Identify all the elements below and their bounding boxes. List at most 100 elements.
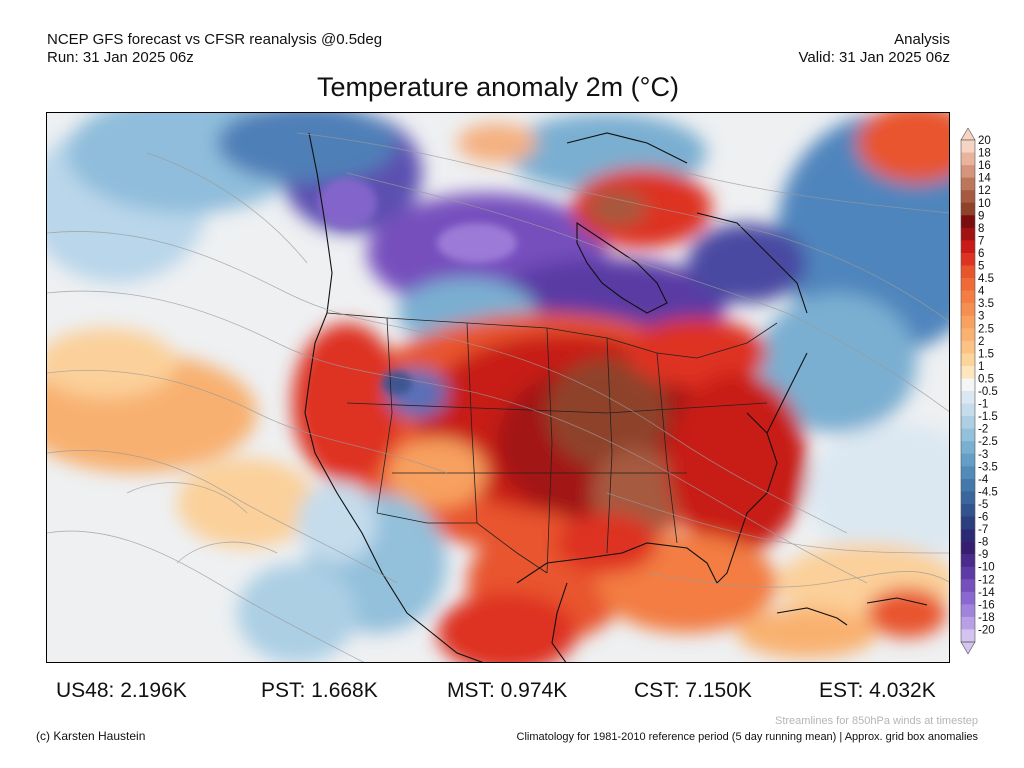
colorbar-tick-label: -5 [978, 499, 988, 511]
colorbar-tick-label: -8 [978, 537, 988, 549]
colorbar-tick-label: -14 [978, 587, 995, 599]
colorbar-tick-label: 2 [978, 336, 984, 348]
header-run-info: NCEP GFS forecast vs CFSR reanalysis @0.… [47, 31, 382, 67]
colorbar-swatch [961, 265, 975, 279]
stat-us48: US48: 2.196K [56, 679, 187, 702]
colorbar-swatch [961, 202, 975, 216]
stat-cst: CST: 7.150K [634, 679, 752, 702]
colorbar-swatch [961, 554, 975, 567]
colorbar-min-arrow [960, 641, 976, 654]
coastlines [304, 132, 928, 662]
analysis-label: Analysis [894, 31, 950, 48]
colorbar-tick-label: -3 [978, 449, 988, 461]
borders [326, 312, 778, 574]
colorbar-tick-label: -6 [978, 512, 988, 524]
colorbar-swatch [961, 303, 975, 316]
stat-pst: PST: 1.668K [261, 679, 378, 702]
colorbar-tick-label: 1.5 [978, 348, 994, 360]
colorbar-tick-label: 6 [978, 248, 984, 260]
colorbar-tick-label: 8 [978, 223, 984, 235]
colorbar-tick-label: 14 [978, 173, 991, 185]
colorbar-swatch [961, 177, 975, 191]
valid-time: Valid: 31 Jan 2025 06z [798, 49, 950, 66]
colorbar-tick-label: 18 [978, 148, 991, 160]
colorbar-swatch [961, 165, 975, 178]
model-description: NCEP GFS forecast vs CFSR reanalysis @0.… [47, 31, 383, 48]
colorbar-swatch [961, 140, 975, 153]
colorbar-legend: 201816141210987654.543.532.521.510.5-0.5… [960, 128, 998, 654]
colorbar-swatch [961, 566, 975, 580]
run-time: Run: 31 Jan 2025 06z [47, 49, 194, 66]
colorbar-tick-label: 7 [978, 235, 984, 247]
colorbar-tick-label: 9 [978, 210, 984, 222]
colorbar-tick-label: 5 [978, 261, 984, 273]
colorbar-tick-label: 0.5 [978, 373, 994, 385]
colorbar-tick-label: 20 [978, 135, 991, 147]
colorbar-swatch [961, 516, 975, 530]
colorbar-tick-label: -20 [978, 624, 995, 636]
regional-stats: US48: 2.196K PST: 1.668K MST: 0.974K CST… [0, 678, 1024, 708]
colorbar-max-arrow [960, 128, 976, 141]
colorbar-tick-label: 4 [978, 286, 985, 298]
colorbar-tick-label: 1 [978, 361, 984, 373]
colorbar-swatch [961, 378, 975, 392]
colorbar-tick-label: -9 [978, 549, 988, 561]
colorbar-swatch [961, 466, 975, 480]
colorbar-tick-label: -10 [978, 562, 995, 574]
colorbar-swatch [961, 252, 975, 266]
colorbar-tick-label: -4.5 [978, 486, 998, 498]
colorbar-swatch [961, 616, 975, 630]
colorbar-tick-label: -1 [978, 399, 988, 411]
colorbar-swatch [961, 290, 975, 304]
colorbar-tick-label: -7 [978, 524, 988, 536]
colorbar-swatch [961, 579, 975, 593]
stat-est: EST: 4.032K [819, 679, 936, 702]
colorbar-tick-label: 16 [978, 160, 991, 172]
colorbar-tick-label: -18 [978, 612, 995, 624]
colorbar-swatch [961, 215, 975, 229]
wind-streamlines [47, 132, 949, 662]
colorbar-swatch [961, 315, 975, 329]
colorbar-swatch [961, 152, 975, 166]
colorbar-swatch [961, 453, 975, 467]
colorbar-tick-label: 10 [978, 198, 991, 210]
header-valid-info: Analysis Valid: 31 Jan 2025 06z [798, 31, 950, 67]
colorbar-tick-label: -2 [978, 424, 988, 436]
colorbar-tick-label: -1.5 [978, 411, 998, 423]
colorbar-tick-label: 3 [978, 311, 984, 323]
colorbar-swatch [961, 428, 975, 442]
colorbar-swatch [961, 503, 975, 517]
colorbar-swatch [961, 604, 975, 618]
colorbar-swatch [961, 491, 975, 505]
colorbar-swatch [961, 391, 975, 404]
colorbar-tick-label: 4.5 [978, 273, 994, 285]
colorbar-swatch [961, 240, 975, 254]
colorbar-swatch [961, 591, 975, 605]
colorbar-swatch [961, 541, 975, 555]
colorbar-tick-label: 2.5 [978, 323, 994, 335]
colorbar-tick-label: -4 [978, 474, 989, 486]
anomaly-map [46, 112, 950, 663]
colorbar-tick-label: -3.5 [978, 461, 998, 473]
colorbar-swatch [961, 478, 975, 492]
colorbar-swatch [961, 227, 975, 241]
colorbar-swatch [961, 629, 975, 643]
colorbar-tick-label: -2.5 [978, 436, 998, 448]
colorbar-swatch [961, 416, 975, 429]
colorbar-swatch [961, 529, 975, 542]
streamlines-note: Streamlines for 850hPa winds at timestep [775, 715, 978, 727]
colorbar-tick-label: 12 [978, 185, 991, 197]
colorbar-swatch [961, 190, 975, 204]
page-title: Temperature anomaly 2m (°C) [317, 72, 679, 102]
colorbar-swatch [961, 278, 975, 291]
colorbar-tick-label: -16 [978, 599, 995, 611]
climatology-note: Climatology for 1981-2010 reference peri… [516, 731, 978, 743]
colorbar-tick-label: 3.5 [978, 298, 994, 310]
colorbar-swatch [961, 328, 975, 342]
colorbar-tick-label: -0.5 [978, 386, 998, 398]
colorbar-swatch [961, 441, 975, 455]
colorbar-swatch [961, 403, 975, 417]
colorbar-swatch [961, 365, 975, 379]
colorbar-tick-label: -12 [978, 574, 995, 586]
colorbar-swatch [961, 353, 975, 367]
